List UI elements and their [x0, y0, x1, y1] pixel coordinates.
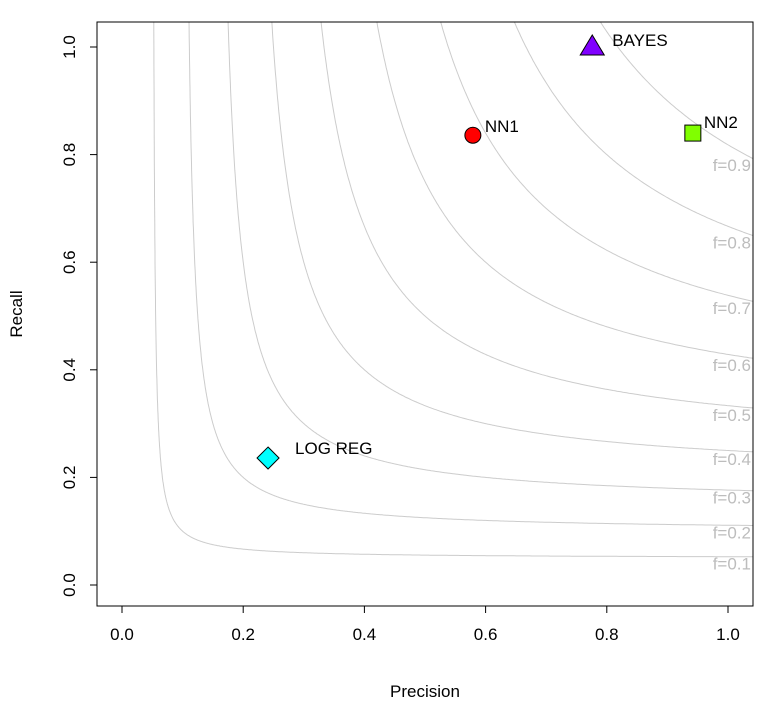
f-contour-line — [599, 22, 753, 160]
y-tick-label: 0.0 — [60, 573, 79, 597]
x-axis-label: Precision — [390, 682, 460, 701]
y-axis-label: Recall — [7, 290, 26, 337]
point-diamond — [256, 446, 280, 470]
point-label: LOG REG — [295, 439, 372, 458]
x-tick-label: 0.8 — [595, 625, 619, 644]
point-label: NN1 — [485, 117, 519, 136]
f-contour-line — [227, 22, 753, 492]
y-tick-label: 0.4 — [60, 358, 79, 382]
f-contour-label: f=0.5 — [713, 406, 751, 425]
f-contour-line — [376, 22, 753, 359]
y-tick-label: 0.2 — [60, 466, 79, 490]
x-tick-label: 1.0 — [716, 625, 740, 644]
x-tick-label: 0.2 — [231, 625, 255, 644]
plot-frame — [96, 21, 754, 607]
f-contour-label: f=0.6 — [713, 356, 751, 375]
f-contour-label: f=0.1 — [713, 555, 751, 574]
y-tick-label: 0.8 — [60, 143, 79, 167]
point-circle — [464, 126, 482, 144]
f-contour-line — [440, 22, 753, 302]
x-tick-label: 0.4 — [353, 625, 377, 644]
f-contour-line — [271, 22, 753, 453]
point-label: NN2 — [704, 113, 738, 132]
f-contour-line — [153, 22, 753, 558]
f-contour-line — [320, 22, 753, 409]
point-triangle — [579, 34, 606, 56]
y-tick-label: 1.0 — [60, 35, 79, 59]
f-contour-label: f=0.7 — [713, 299, 751, 318]
point-label: BAYES — [612, 31, 667, 50]
y-tick-label: 0.6 — [60, 250, 79, 274]
point-square — [684, 124, 702, 142]
f-contour-line — [188, 22, 753, 526]
f-contour-label: f=0.4 — [713, 450, 751, 469]
f-contour-line — [513, 22, 753, 237]
f-contour-label: f=0.8 — [713, 233, 751, 252]
f-contour-label: f=0.9 — [713, 156, 751, 175]
f-contour-label: f=0.3 — [713, 489, 751, 508]
x-tick-label: 0.0 — [110, 625, 134, 644]
f-contour-label: f=0.2 — [713, 523, 751, 542]
x-tick-label: 0.6 — [474, 625, 498, 644]
